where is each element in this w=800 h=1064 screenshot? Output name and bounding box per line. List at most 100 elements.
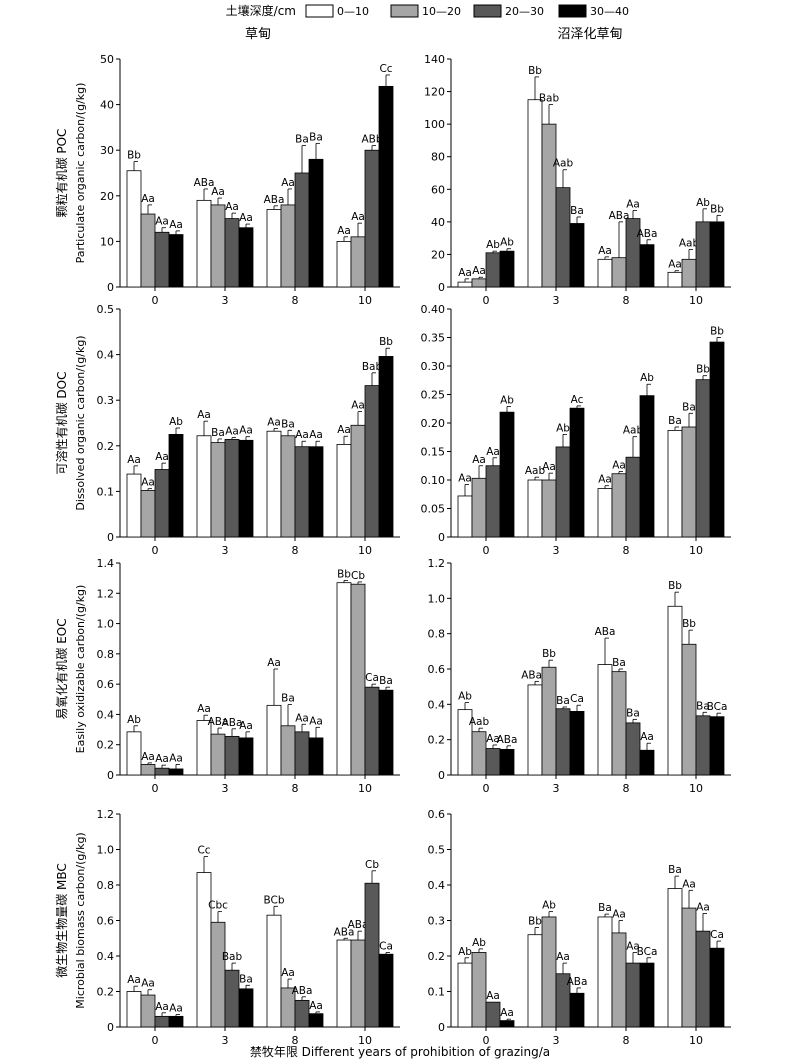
- significance-label: Aa: [598, 245, 612, 257]
- significance-label: Bb: [337, 568, 351, 580]
- x-tick-label: 3: [222, 1034, 229, 1047]
- significance-label: Aa: [696, 901, 710, 913]
- significance-label: Aa: [612, 909, 626, 921]
- significance-label: Ab: [542, 900, 556, 912]
- y-tick-label: 1.2: [97, 808, 115, 821]
- bar: [294, 999, 310, 1028]
- significance-label: ABa: [595, 626, 616, 638]
- y-tick-label: 40: [100, 99, 114, 112]
- significance-label: Aa: [295, 429, 309, 441]
- significance-label: Aa: [127, 974, 141, 986]
- x-tick-label: 3: [553, 544, 560, 557]
- significance-label: ABa: [334, 926, 355, 938]
- significance-label: Aa: [239, 720, 253, 732]
- y-tick-label: 0: [107, 769, 114, 782]
- significance-label: Aa: [309, 715, 323, 727]
- legend-label-0-10: 0—10: [337, 5, 369, 18]
- significance-label: Aa: [155, 216, 169, 228]
- y-tick-label: 0.2: [97, 739, 115, 752]
- bar: [555, 708, 571, 776]
- bar: [308, 446, 324, 538]
- bar: [364, 686, 380, 776]
- bar: [294, 731, 310, 776]
- significance-label: Aa: [281, 177, 295, 189]
- y-tick-label: 0.2: [428, 950, 446, 963]
- bar: [597, 488, 613, 538]
- significance-label: Cc: [197, 845, 210, 857]
- significance-label: Aa: [612, 459, 626, 471]
- bar: [471, 952, 487, 1028]
- bar: [611, 473, 627, 538]
- y-tick-label: 0.2: [97, 986, 115, 999]
- y-tick-label: 0.2: [428, 734, 446, 747]
- significance-label: Ba: [295, 134, 309, 146]
- bar: [224, 218, 240, 288]
- bar: [681, 426, 697, 538]
- y-axis-title-cn: 颗粒有机碳 POC: [54, 129, 69, 218]
- bar: [280, 725, 296, 776]
- x-tick-label: 0: [483, 782, 490, 795]
- bar: [378, 953, 394, 1028]
- bar: [611, 257, 627, 288]
- significance-label: Bab: [362, 361, 383, 373]
- x-tick-label: 0: [483, 544, 490, 557]
- bar: [196, 872, 212, 1028]
- bar: [350, 424, 366, 538]
- x-tick-label: 10: [358, 782, 372, 795]
- significance-label: Ba: [598, 902, 612, 914]
- bar: [667, 605, 683, 776]
- y-tick-label: 0.8: [428, 628, 446, 641]
- significance-label: Ab: [472, 937, 486, 949]
- significance-label: Aa: [141, 477, 155, 489]
- y-tick-label: 0.4: [97, 950, 115, 963]
- significance-label: Aab: [553, 158, 574, 170]
- bar: [639, 749, 655, 776]
- y-tick-label: 0.1: [97, 485, 115, 498]
- significance-label: Ab: [556, 422, 570, 434]
- y-tick-label: 0.4: [428, 698, 446, 711]
- x-tick-label: 8: [623, 1034, 630, 1047]
- y-tick-label: 100: [424, 118, 445, 131]
- bar: [364, 882, 380, 1028]
- bar: [266, 209, 282, 288]
- x-tick-label: 10: [358, 544, 372, 557]
- bar: [140, 994, 156, 1028]
- bar: [336, 582, 352, 776]
- bar: [541, 123, 557, 288]
- y-tick-label: 50: [100, 53, 114, 66]
- significance-label: Aa: [127, 454, 141, 466]
- y-tick-label: 0.5: [97, 303, 115, 316]
- y-tick-label: 10: [100, 235, 114, 248]
- bar: [611, 932, 627, 1028]
- bar: [695, 221, 711, 288]
- significance-label: Ba: [626, 707, 640, 719]
- bar: [485, 748, 501, 776]
- significance-label: Aa: [472, 265, 486, 277]
- bar: [224, 969, 240, 1028]
- significance-label: Aa: [682, 878, 696, 890]
- significance-label: Aa: [169, 1003, 183, 1015]
- bar: [224, 735, 240, 776]
- y-tick-label: 0.4: [428, 879, 446, 892]
- significance-label: Aa: [337, 424, 351, 436]
- x-tick-label: 3: [553, 1034, 560, 1047]
- significance-label: Bb: [127, 150, 141, 162]
- significance-label: Aa: [141, 751, 155, 763]
- y-tick-label: 1.2: [97, 587, 115, 600]
- y-tick-label: 0.4: [97, 349, 115, 362]
- bar: [499, 250, 515, 288]
- y-tick-label: 0: [438, 769, 445, 782]
- bar: [140, 213, 156, 288]
- significance-label: Aa: [626, 198, 640, 210]
- significance-label: Ba: [682, 401, 696, 413]
- bar: [541, 666, 557, 776]
- bar: [541, 916, 557, 1028]
- significance-label: ABa: [222, 717, 243, 729]
- bar: [709, 947, 725, 1028]
- y-tick-label: 0.6: [97, 678, 115, 691]
- bar: [667, 430, 683, 538]
- bar: [364, 385, 380, 538]
- y-axis-title-en: Microbial biomass carbon/(g/kg): [74, 832, 87, 1008]
- significance-label: Ba: [556, 695, 570, 707]
